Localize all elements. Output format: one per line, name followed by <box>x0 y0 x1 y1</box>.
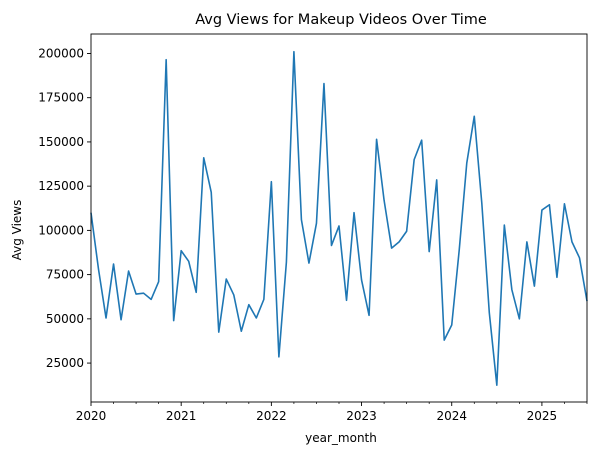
y-tick-label: 125000 <box>38 179 84 193</box>
y-tick-label: 150000 <box>38 135 84 149</box>
x-axis-label: year_month <box>305 431 377 445</box>
x-axis: 2020 2021 2022 2023 2024 2025 <box>76 402 588 423</box>
y-tick-label: 50000 <box>46 312 84 326</box>
x-tick-label: 2022 <box>256 409 287 423</box>
y-tick-label: 75000 <box>46 268 84 282</box>
plot-area <box>90 33 588 403</box>
y-axis-label: Avg Views <box>10 200 24 261</box>
y-tick-label: 175000 <box>38 91 84 105</box>
x-tick-label: 2020 <box>76 409 107 423</box>
y-tick-label: 100000 <box>38 223 84 237</box>
series-line <box>90 50 588 386</box>
x-tick-label: 2021 <box>166 409 197 423</box>
x-tick-label: 2025 <box>527 409 558 423</box>
chart-title: Avg Views for Makeup Videos Over Time <box>195 12 487 28</box>
y-tick-label: 200000 <box>38 46 84 60</box>
x-tick-label: 2023 <box>346 409 377 423</box>
y-tick-label: 25000 <box>46 356 84 370</box>
y-axis: 25000 50000 75000 100000 125000 150000 175000 2… <box>38 46 91 370</box>
x-tick-label: 2024 <box>436 409 467 423</box>
